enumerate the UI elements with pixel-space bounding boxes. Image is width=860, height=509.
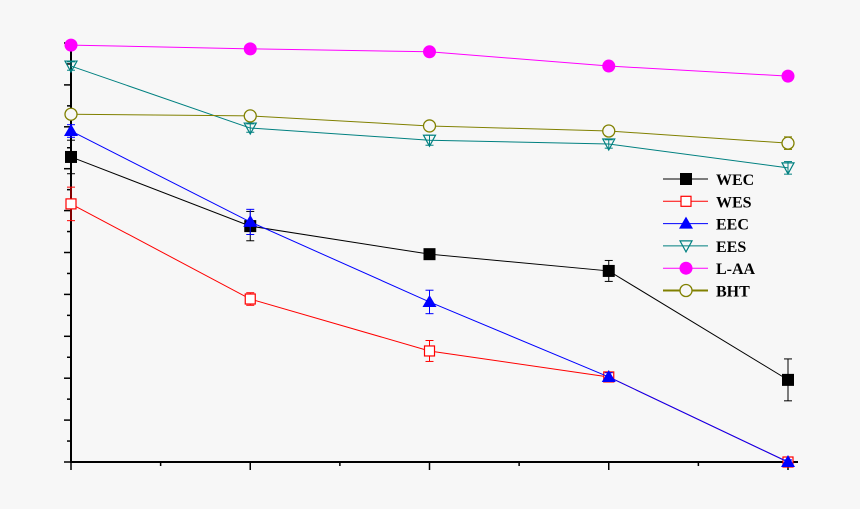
legend-item-wec: WEC xyxy=(663,172,754,189)
data-point xyxy=(780,162,796,176)
data-point xyxy=(601,138,616,152)
legend-label: WEC xyxy=(716,172,754,189)
data-point xyxy=(244,293,256,305)
data-point xyxy=(243,109,257,123)
data-point xyxy=(422,294,437,307)
legend-item-wes: WES xyxy=(663,194,752,211)
series-bht xyxy=(64,107,795,150)
legend-label: BHT xyxy=(716,284,750,301)
data-point xyxy=(243,122,258,136)
legend-marker xyxy=(680,173,692,185)
legend-marker xyxy=(679,261,693,275)
data-point xyxy=(422,119,437,133)
data-point xyxy=(423,248,436,261)
data-point xyxy=(602,124,616,138)
plot-area xyxy=(63,38,796,468)
data-point xyxy=(65,150,77,163)
data-point xyxy=(781,69,795,83)
legend-marker xyxy=(679,216,693,229)
legend-label: EEC xyxy=(716,217,749,234)
legend-marker xyxy=(679,283,693,298)
legend-item-eec: EEC xyxy=(663,216,749,234)
data-point xyxy=(422,134,437,148)
legend-item-bht: BHT xyxy=(663,284,750,301)
legend-marker xyxy=(678,240,694,254)
series-l-aa xyxy=(64,38,795,83)
series-ees xyxy=(63,60,796,176)
data-point xyxy=(64,123,78,136)
data-point xyxy=(63,60,79,74)
data-point xyxy=(602,59,616,73)
data-point xyxy=(423,345,436,357)
legend-label: WES xyxy=(716,194,752,211)
data-point xyxy=(64,107,78,121)
legend-marker xyxy=(680,195,692,207)
data-point xyxy=(65,198,77,210)
data-point xyxy=(601,369,616,382)
data-point xyxy=(243,214,258,227)
series-wes xyxy=(65,186,794,468)
data-point xyxy=(781,136,795,150)
legend-item-ees: EES xyxy=(663,239,746,256)
data-point xyxy=(243,42,257,56)
legend-label: EES xyxy=(716,239,746,256)
data-point xyxy=(64,38,78,52)
legend-item-l-aa: L-AA xyxy=(663,261,756,278)
data-point xyxy=(782,373,794,386)
series-eec xyxy=(64,123,795,467)
legend: WEC WES EEC EES L-AA BHT xyxy=(663,172,756,301)
data-point xyxy=(423,45,436,59)
series-line xyxy=(70,65,789,169)
data-point xyxy=(781,455,795,467)
legend-label: L-AA xyxy=(716,261,756,278)
data-point xyxy=(602,264,615,277)
